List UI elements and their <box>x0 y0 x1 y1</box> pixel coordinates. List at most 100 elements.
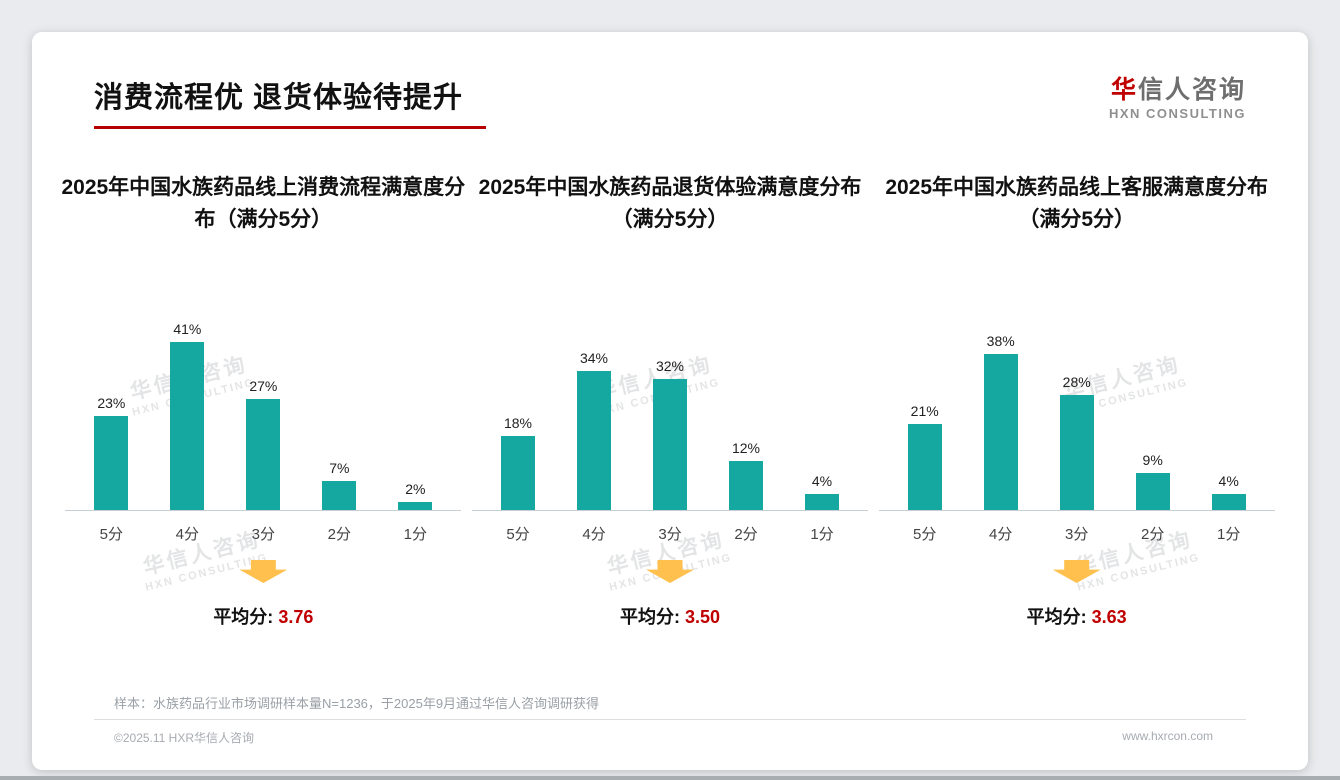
bar-value-label: 12% <box>731 440 761 456</box>
bar-group: 32% <box>648 358 692 510</box>
bar-group: 41% <box>165 321 209 510</box>
bar-value-label: 2% <box>405 481 426 497</box>
average-label: 平均分: <box>213 607 274 627</box>
category-label: 3分 <box>658 526 682 543</box>
category-label: 5分 <box>506 526 530 543</box>
bar-value-label: 18% <box>503 415 533 431</box>
bar-value-label: 28% <box>1062 374 1091 390</box>
bar-group: 28% <box>1055 374 1099 510</box>
bar-group: 9% <box>1131 452 1175 510</box>
bar <box>805 494 839 510</box>
bar-value-label: 7% <box>329 460 350 476</box>
bar-group: 12% <box>724 440 768 510</box>
average-row: 平均分: 3.76 <box>213 603 313 629</box>
chart-title: 2025年中国水族药品退货体验满意度分布（满分5分） <box>478 176 862 231</box>
chart-column-3: 2025年中国水族药品线上客服满意度分布（满分5分） 21% 38% 28% 9% 4% 5… <box>873 172 1280 629</box>
bar-value-label: 4% <box>811 473 833 489</box>
window-bottom-edge <box>0 776 1340 780</box>
bar <box>577 371 611 510</box>
bar <box>653 379 687 510</box>
bar-value-label: 9% <box>1142 452 1163 468</box>
plot-area: 23% 41% 27% 7% 2% <box>89 295 437 510</box>
category-label: 3分 <box>1065 526 1089 543</box>
logo: 华信人咨询 HXN CONSULTING <box>1109 76 1246 122</box>
bottom-row: ©2025.11 HXR华信人咨询 www.hxrcon.com <box>114 729 1213 746</box>
down-arrow-icon <box>646 560 694 583</box>
plot-area: 18% 34% 32% 12% 4% <box>496 295 844 510</box>
bar <box>1059 395 1094 510</box>
bar <box>170 342 205 510</box>
title-underline <box>94 126 486 129</box>
average-value: 3.50 <box>684 607 721 627</box>
category-label: 4分 <box>175 526 199 543</box>
average-label: 平均分: <box>619 607 680 627</box>
chart-title: 2025年中国水族药品线上消费流程满意度分布（满分5分） <box>61 176 466 231</box>
category-label: 1分 <box>810 526 834 543</box>
bar-value-label: 41% <box>173 321 202 337</box>
footer-divider <box>94 719 1246 720</box>
average-row: 平均分: 3.63 <box>1027 603 1127 629</box>
bar <box>398 502 433 510</box>
bar <box>94 416 129 510</box>
bar <box>246 399 281 510</box>
bar-group: 4% <box>800 473 844 510</box>
bar <box>983 354 1018 510</box>
bar <box>1135 473 1170 510</box>
category-label: 1分 <box>1217 526 1241 543</box>
bar <box>729 461 763 510</box>
average-row: 平均分: 3.50 <box>620 603 720 629</box>
down-arrow-icon <box>239 560 288 583</box>
category-label: 4分 <box>582 526 606 543</box>
category-labels: 5分 4分 3分 2分 1分 <box>903 523 1251 544</box>
category-labels: 5分 4分 3分 2分 1分 <box>89 523 437 544</box>
category-label: 5分 <box>913 526 937 543</box>
logo-cn: 华信人咨询 <box>1109 76 1246 105</box>
bar-group: 38% <box>979 333 1023 510</box>
bar-group: 7% <box>317 460 361 510</box>
bar-value-label: 38% <box>986 333 1015 349</box>
bar-value-label: 27% <box>249 378 278 394</box>
axis-baseline <box>878 510 1275 511</box>
bar-group: 4% <box>1207 473 1251 510</box>
page-title: 消费流程优 退货体验待提升 <box>94 82 464 114</box>
category-label: 3分 <box>251 526 275 543</box>
logo-en: HXN CONSULTING <box>1108 105 1246 121</box>
footer-note: 样本：水族药品行业市场调研样本量N=1236，于2025年9月通过华信人咨询调研… <box>114 696 600 711</box>
bar-value-label: 23% <box>97 395 126 411</box>
category-label: 1分 <box>403 526 427 543</box>
bar-value-label: 21% <box>910 403 939 419</box>
bar-value-label: 32% <box>655 358 685 374</box>
category-label: 2分 <box>1141 526 1165 543</box>
website: www.hxrcon.com <box>1122 729 1213 743</box>
bar-group: 21% <box>903 403 947 510</box>
bar-group: 23% <box>89 395 133 510</box>
bar-group: 34% <box>572 350 616 510</box>
category-label: 2分 <box>734 526 758 543</box>
bar <box>1211 494 1246 510</box>
bar-group: 27% <box>241 378 285 510</box>
chart-column-1: 2025年中国水族药品线上消费流程满意度分布（满分5分） 23% 41% 27% 7% 2… <box>60 172 467 629</box>
category-label: 2分 <box>327 526 351 543</box>
logo-cn-rest: 信人咨询 <box>1137 76 1246 104</box>
title-block: 消费流程优 退货体验待提升 <box>94 74 486 129</box>
axis-baseline <box>65 510 462 511</box>
bar <box>907 424 942 510</box>
axis-baseline <box>472 510 868 511</box>
category-label: 5分 <box>99 526 123 543</box>
category-label: 4分 <box>989 526 1013 543</box>
average-value: 3.76 <box>278 607 314 627</box>
bar-value-label: 34% <box>579 350 609 366</box>
copyright: ©2025.11 HXR华信人咨询 <box>114 731 254 745</box>
bar-group: 18% <box>496 415 540 510</box>
plot-area: 21% 38% 28% 9% 4% <box>903 295 1251 510</box>
average-value: 3.63 <box>1091 607 1127 627</box>
bar <box>501 436 535 510</box>
average-label: 平均分: <box>1026 607 1087 627</box>
bar-value-label: 4% <box>1218 473 1239 489</box>
charts-row: 2025年中国水族药品线上消费流程满意度分布（满分5分） 23% 41% 27% 7% 2… <box>60 172 1280 629</box>
header: 消费流程优 退货体验待提升 华信人咨询 HXN CONSULTING <box>94 74 1246 129</box>
logo-cn-accent: 华 <box>1110 76 1138 104</box>
chart-title: 2025年中国水族药品线上客服满意度分布（满分5分） <box>885 176 1269 231</box>
